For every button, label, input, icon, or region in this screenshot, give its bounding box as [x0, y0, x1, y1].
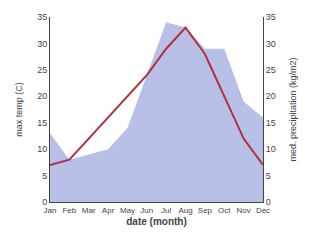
svg-text:Oct: Oct [218, 206, 231, 215]
svg-text:Apr: Apr [102, 206, 115, 215]
svg-text:5: 5 [42, 171, 47, 181]
svg-text:Jan: Jan [44, 206, 57, 215]
svg-text:35: 35 [266, 12, 276, 22]
svg-text:10: 10 [37, 144, 47, 154]
svg-text:Jul: Jul [161, 206, 171, 215]
svg-text:20: 20 [266, 91, 276, 101]
svg-text:30: 30 [37, 39, 47, 49]
svg-text:Aug: Aug [178, 206, 192, 215]
svg-text:5: 5 [266, 171, 271, 181]
svg-text:Sep: Sep [198, 206, 213, 215]
svg-text:Nov: Nov [237, 206, 251, 215]
svg-text:May: May [120, 206, 135, 215]
svg-text:20: 20 [37, 91, 47, 101]
svg-text:15: 15 [266, 118, 276, 128]
svg-text:0: 0 [266, 197, 271, 207]
svg-text:15: 15 [37, 118, 47, 128]
svg-text:Dec: Dec [256, 206, 270, 215]
svg-text:max temp (C): max temp (C) [14, 82, 24, 137]
svg-text:0: 0 [42, 197, 47, 207]
svg-text:25: 25 [266, 65, 276, 75]
svg-text:Feb: Feb [62, 206, 76, 215]
svg-text:10: 10 [266, 144, 276, 154]
svg-text:Mar: Mar [82, 206, 96, 215]
svg-text:30: 30 [266, 39, 276, 49]
svg-text:25: 25 [37, 65, 47, 75]
svg-text:Jun: Jun [140, 206, 153, 215]
svg-text:35: 35 [37, 12, 47, 22]
svg-text:date (month): date (month) [126, 216, 187, 227]
svg-text:med. precipitation (kg/m2): med. precipitation (kg/m2) [288, 57, 298, 161]
